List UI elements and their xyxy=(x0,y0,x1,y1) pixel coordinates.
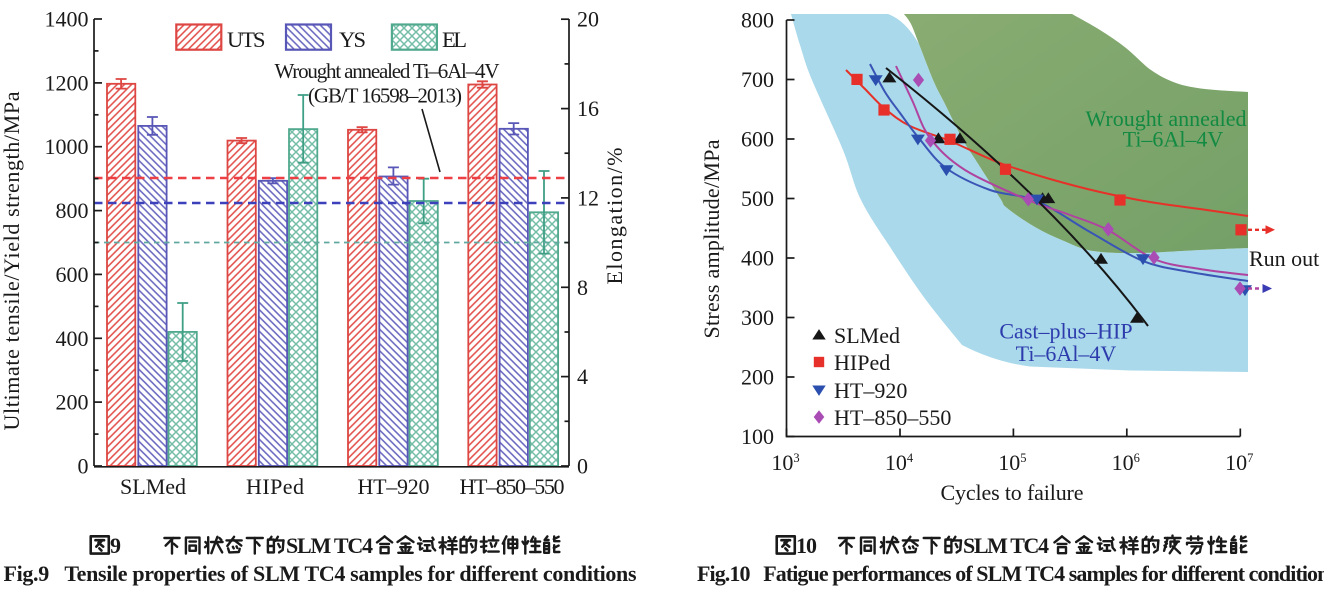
svg-text:SLMed: SLMed xyxy=(834,323,900,348)
svg-text:UTS: UTS xyxy=(227,27,266,52)
svg-text:Ultimate tensile/Yield strengt: Ultimate tensile/Yield strength/MPa xyxy=(0,91,24,430)
svg-text:SLM TC4: SLM TC4 xyxy=(963,533,1049,558)
svg-text:8: 8 xyxy=(577,275,588,300)
svg-text:SLM TC4: SLM TC4 xyxy=(286,533,373,558)
svg-text:HT–850–550: HT–850–550 xyxy=(834,405,951,430)
svg-text:SLMed: SLMed xyxy=(120,474,186,499)
svg-text:12: 12 xyxy=(577,185,599,210)
svg-text:200: 200 xyxy=(56,390,89,415)
svg-text:700: 700 xyxy=(741,67,774,92)
svg-text:105: 105 xyxy=(998,450,1026,475)
svg-text:800: 800 xyxy=(56,198,89,223)
svg-text:Wrought annealed Ti–6Al–4V: Wrought annealed Ti–6Al–4V xyxy=(275,59,500,83)
svg-text:104: 104 xyxy=(885,450,914,475)
svg-text:Run out: Run out xyxy=(1249,246,1319,271)
svg-text:HT–850–550: HT–850–550 xyxy=(460,474,565,499)
svg-text:0: 0 xyxy=(78,454,89,479)
svg-text:100: 100 xyxy=(741,424,774,449)
svg-text:4: 4 xyxy=(577,364,588,389)
svg-text:HT–920: HT–920 xyxy=(358,474,430,499)
svg-text:EL: EL xyxy=(442,27,467,52)
svg-text:Cast–plus–HIP: Cast–plus–HIP xyxy=(999,319,1132,344)
svg-text:1000: 1000 xyxy=(45,134,89,159)
svg-text:800: 800 xyxy=(741,8,774,33)
svg-text:Wrought annealed: Wrought annealed xyxy=(1086,106,1247,131)
svg-text:9: 9 xyxy=(110,533,121,558)
svg-text:400: 400 xyxy=(56,326,89,351)
svg-text:HIPed: HIPed xyxy=(834,350,890,375)
svg-text:YS: YS xyxy=(339,27,366,52)
svg-text:Elongation/%: Elongation/% xyxy=(602,148,627,285)
svg-text:300: 300 xyxy=(741,305,774,330)
svg-text:(GB/T 16598–2013): (GB/T 16598–2013) xyxy=(308,84,462,108)
svg-text:103: 103 xyxy=(771,450,799,475)
svg-text:10: 10 xyxy=(796,533,817,558)
svg-text:600: 600 xyxy=(56,262,89,287)
svg-text:HT–920: HT–920 xyxy=(834,378,907,403)
svg-text:1200: 1200 xyxy=(45,70,89,95)
svg-text:Ti–6Al–4V: Ti–6Al–4V xyxy=(1016,341,1117,366)
svg-text:400: 400 xyxy=(741,246,774,271)
svg-text:500: 500 xyxy=(741,186,774,211)
svg-text:Ti–6Al–4V: Ti–6Al–4V xyxy=(1123,127,1224,152)
svg-text:16: 16 xyxy=(577,96,599,121)
svg-text:106: 106 xyxy=(1112,450,1140,475)
svg-text:107: 107 xyxy=(1225,450,1253,475)
svg-text:Cycles to failure: Cycles to failure xyxy=(941,480,1084,505)
svg-text:Fig.9 Tensile properties of: Fig.9 Tensile properties of SLM TC4 samp… xyxy=(4,561,637,586)
svg-text:20: 20 xyxy=(577,7,599,32)
svg-text:Fig.10 Fatigue performances: Fig.10 Fatigue performances of SLM TC4 s… xyxy=(697,561,1324,586)
svg-text:1400: 1400 xyxy=(45,7,89,32)
svg-text:HIPed: HIPed xyxy=(246,474,304,499)
svg-text:200: 200 xyxy=(741,365,774,390)
svg-text:Stress amplitude/MPa: Stress amplitude/MPa xyxy=(699,139,724,338)
svg-text:0: 0 xyxy=(577,454,588,479)
svg-text:600: 600 xyxy=(741,127,774,152)
